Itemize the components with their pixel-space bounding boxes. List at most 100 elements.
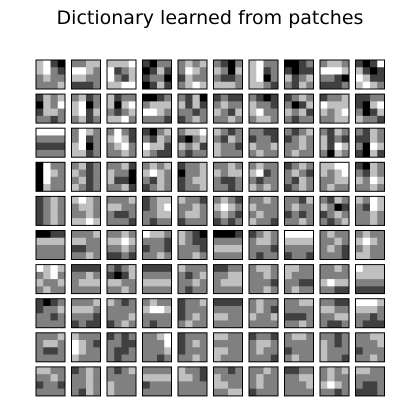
patch-frame [319, 230, 350, 260]
patch-pixel [377, 135, 385, 143]
patch-pixel [377, 203, 385, 212]
patch-pixel [213, 286, 222, 294]
patch-pixel [370, 340, 378, 348]
patch-pixel [341, 60, 350, 68]
patch-pixel [71, 374, 80, 382]
patch-pixel [249, 381, 257, 389]
patch-frame [319, 59, 350, 90]
patch-pixel [142, 237, 151, 246]
patch-pixel [270, 381, 279, 389]
patch-pixel [299, 347, 307, 355]
patch-pixel [43, 237, 51, 246]
patch-pixel [192, 74, 201, 83]
patch-pixel [249, 115, 257, 124]
patch-pixel [178, 381, 186, 389]
patch-pixel [306, 388, 314, 397]
patch-pixel [78, 60, 87, 68]
patch-pixel [57, 203, 66, 212]
patch-pixel [306, 313, 314, 321]
patch-pixel [299, 115, 307, 124]
patch-pixel [334, 245, 343, 253]
patch-pixel [220, 218, 229, 226]
patch-pixel [249, 101, 257, 109]
patch-pixel [355, 332, 364, 341]
patch-frame [142, 264, 172, 295]
patch-pixel [327, 313, 335, 321]
patch-pixel [71, 264, 80, 273]
patch-pixel [355, 366, 364, 375]
patch-pixel [107, 115, 115, 124]
patch-frame [355, 195, 385, 226]
patch-pixel [256, 149, 264, 158]
patch-pixel [78, 115, 87, 124]
patch-pixel [114, 245, 122, 253]
patch-pixel [249, 286, 257, 294]
patch-pixel [157, 67, 165, 75]
patch-pixel [149, 305, 158, 314]
patch-pixel [86, 354, 94, 363]
patch-pixel [334, 320, 343, 328]
patch-pixel [291, 128, 300, 136]
patch-pixel [213, 101, 222, 109]
patch-pixel [235, 81, 243, 90]
patch-pixel [128, 60, 137, 68]
patch-pixel [199, 252, 208, 260]
patch-pixel [36, 332, 44, 341]
patch-pixel [263, 264, 272, 273]
patch-pixel [199, 74, 208, 83]
patch-pixel [299, 381, 307, 389]
patch-pixel [107, 347, 115, 355]
patch-pixel [107, 128, 115, 136]
patch-frame [248, 298, 279, 329]
patch-pixel [320, 230, 328, 239]
patch-frame [213, 161, 243, 192]
patch-pixel [93, 149, 101, 158]
patch-pixel [57, 60, 66, 68]
patch-pixel [228, 354, 236, 363]
patch-pixel [192, 313, 201, 321]
patch-pixel [121, 230, 130, 239]
patch-pixel [107, 320, 115, 328]
patch-pixel [263, 169, 272, 178]
patch-pixel [157, 60, 165, 68]
patch-pixel [235, 388, 243, 397]
patch-pixel [370, 115, 378, 124]
patch-pixel [235, 237, 243, 246]
patch-pixel [107, 271, 115, 280]
patch-pixel [149, 347, 158, 355]
patch-pixel [36, 245, 44, 253]
patch-pixel [362, 366, 371, 375]
patch-pixel [93, 184, 101, 192]
patch-pixel [121, 305, 130, 314]
patch-pixel [299, 135, 307, 143]
patch-pixel [199, 286, 208, 294]
patch-pixel [192, 332, 201, 341]
patch-pixel [291, 81, 300, 90]
patch-pixel [327, 305, 335, 314]
patch-pixel [370, 203, 378, 212]
patch-pixel [377, 67, 385, 75]
patch-frame [177, 264, 208, 295]
patch-pixel [370, 252, 378, 260]
patch-pixel [36, 108, 44, 117]
patch-pixel [149, 298, 158, 307]
patch-pixel [327, 320, 335, 328]
patch-pixel [334, 81, 343, 90]
patch-pixel [263, 115, 272, 124]
patch-pixel [43, 128, 51, 136]
patch-pixel [235, 279, 243, 287]
patch-pixel [107, 305, 115, 314]
patch-pixel [213, 218, 222, 226]
patch-pixel [249, 218, 257, 226]
patch-pixel [199, 60, 208, 68]
patch-pixel [327, 366, 335, 375]
patch-pixel [50, 196, 59, 204]
patch-pixel [36, 94, 44, 102]
patch-pixel [341, 320, 350, 328]
patch-frame [71, 161, 101, 192]
patch-pixel [164, 286, 172, 294]
patch-frame [213, 298, 243, 329]
patch-pixel [142, 135, 151, 143]
patch-frame [284, 332, 314, 363]
patch-pixel [43, 210, 51, 219]
